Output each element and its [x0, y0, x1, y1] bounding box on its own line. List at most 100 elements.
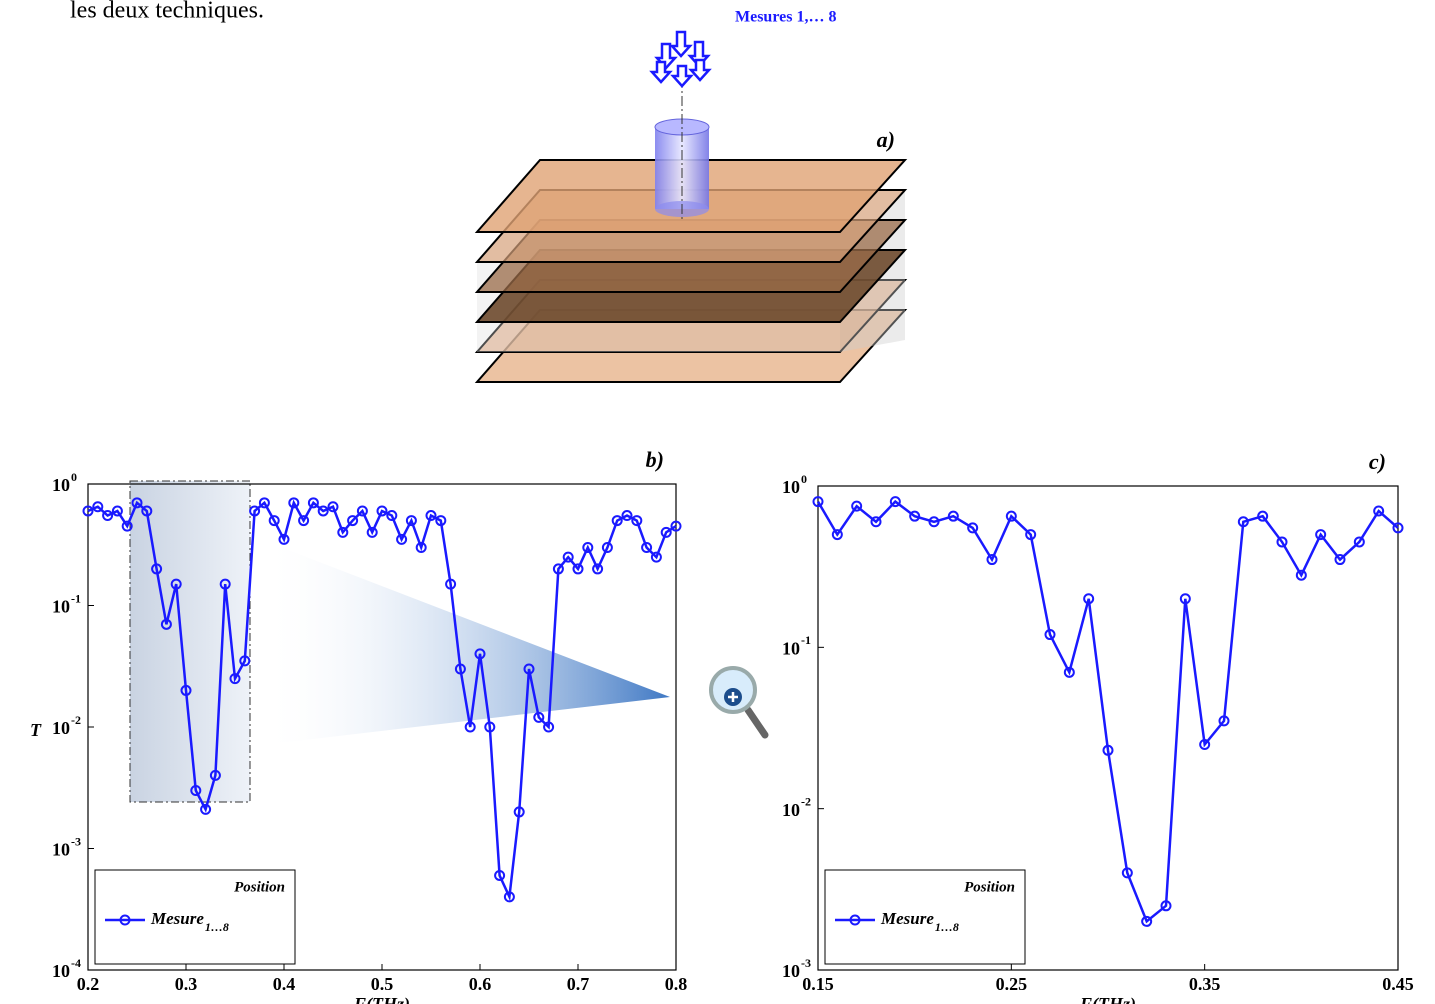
- y-tick-exponent: -3: [801, 956, 811, 970]
- series-line: [87, 499, 677, 902]
- legend-label-subscript: 1…8: [205, 920, 229, 934]
- data-point: [209, 769, 221, 781]
- y-tick-label: 10: [52, 597, 70, 617]
- data-point: [298, 515, 310, 527]
- data-point: [464, 721, 476, 733]
- data-point: [102, 510, 114, 522]
- y-tick-label: 10: [782, 477, 800, 497]
- data-point: [347, 515, 359, 527]
- data-point: [1257, 510, 1269, 522]
- data-point: [533, 711, 545, 723]
- data-point: [1121, 867, 1133, 879]
- data-point: [327, 501, 339, 513]
- x-tick-label: 0.3: [175, 974, 198, 994]
- data-point: [92, 501, 104, 513]
- x-tick-label: 0.2: [77, 974, 100, 994]
- data-point: [337, 526, 349, 538]
- data-point: [425, 510, 437, 522]
- y-tick-exponent: -1: [71, 591, 81, 605]
- data-point: [670, 520, 682, 532]
- data-point: [160, 618, 172, 630]
- x-tick-label: 0.45: [1382, 974, 1414, 994]
- data-point: [288, 497, 300, 509]
- y-tick-label: 10: [52, 961, 70, 981]
- data-point: [513, 806, 525, 818]
- data-point: [611, 515, 623, 527]
- panel-label: a): [877, 127, 895, 152]
- data-point: [454, 663, 466, 675]
- data-point: [317, 505, 329, 517]
- y-tick-exponent: 0: [801, 472, 807, 486]
- y-tick-exponent: -2: [801, 794, 811, 808]
- data-point: [141, 505, 153, 517]
- data-point: [180, 684, 192, 696]
- data-point: [1353, 536, 1365, 548]
- data-point: [170, 578, 182, 590]
- data-point: [268, 515, 280, 527]
- data-point: [82, 505, 94, 517]
- legend-label: Mesure: [150, 909, 204, 928]
- data-point: [258, 497, 270, 509]
- legend-marker: [119, 914, 131, 926]
- data-point: [190, 785, 202, 797]
- x-tick-label: 0.25: [996, 974, 1028, 994]
- x-tick-label: 0.7: [567, 974, 590, 994]
- data-point: [229, 673, 241, 685]
- y-tick-label: 10: [782, 638, 800, 658]
- diagram-label: Mesures 1,… 8: [735, 9, 836, 26]
- data-point: [494, 869, 506, 881]
- data-point: [1179, 593, 1191, 605]
- data-point: [121, 520, 133, 532]
- data-point: [572, 563, 584, 575]
- x-tick-label: 0.35: [1189, 974, 1221, 994]
- data-point: [928, 516, 940, 528]
- y-tick-exponent: -3: [71, 834, 81, 848]
- data-point: [831, 529, 843, 541]
- data-point: [435, 515, 447, 527]
- data-point: [650, 551, 662, 563]
- data-point: [592, 563, 604, 575]
- data-point: [131, 497, 143, 509]
- legend-label-subscript: 1…8: [935, 920, 959, 934]
- data-point: [1315, 529, 1327, 541]
- data-point: [909, 510, 921, 522]
- data-point: [249, 505, 261, 517]
- zoom-wedge: [262, 540, 670, 745]
- data-point: [445, 578, 457, 590]
- data-point: [641, 542, 653, 554]
- data-point: [1199, 738, 1211, 750]
- data-point: [543, 721, 555, 733]
- plot-frame: [817, 485, 1399, 971]
- data-point: [601, 542, 613, 554]
- data-point: [1373, 505, 1385, 517]
- y-tick-exponent: -1: [801, 633, 811, 647]
- data-point: [219, 578, 231, 590]
- series-line: [816, 499, 1399, 924]
- data-point: [552, 563, 564, 575]
- magnifier-icon: [709, 666, 769, 739]
- data-point: [1044, 629, 1056, 641]
- data-point: [151, 563, 163, 575]
- y-axis-label: T: [30, 720, 42, 740]
- x-tick-label: 0.15: [802, 974, 834, 994]
- data-point: [889, 496, 901, 508]
- x-tick-label: 0.6: [469, 974, 492, 994]
- y-tick-exponent: -2: [71, 713, 81, 727]
- data-point: [986, 554, 998, 566]
- data-point: [376, 505, 388, 517]
- data-point: [1063, 666, 1075, 678]
- x-axis-label: F(THz): [353, 994, 410, 1004]
- data-point: [631, 515, 643, 527]
- body-text: les deux techniques.: [70, 0, 264, 24]
- y-tick-exponent: 0: [71, 470, 77, 484]
- data-point: [851, 500, 863, 512]
- data-point: [1102, 744, 1114, 756]
- data-point: [947, 510, 959, 522]
- legend-marker: [849, 914, 861, 926]
- data-point: [870, 516, 882, 528]
- layer-stack: [474, 30, 908, 383]
- data-point: [111, 505, 123, 517]
- data-point: [1237, 516, 1249, 528]
- x-axis-label: F(THz): [1079, 994, 1136, 1004]
